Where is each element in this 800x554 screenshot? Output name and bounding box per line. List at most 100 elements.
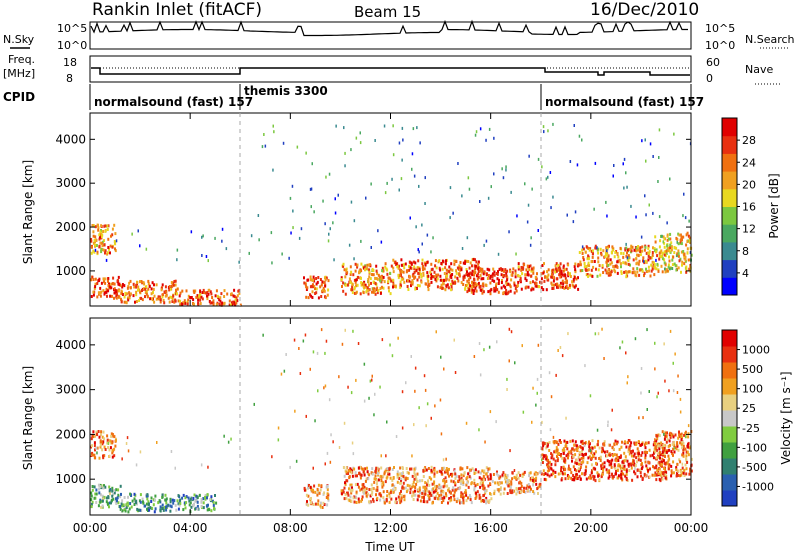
echo-cell: [314, 490, 317, 494]
echo-cell: [424, 262, 427, 266]
echo-cell: [128, 507, 131, 511]
echo-cell: [406, 477, 409, 480]
colorbar-swatch: [722, 171, 737, 190]
echo-cell: [401, 485, 404, 489]
echo-cell: [121, 283, 124, 286]
echo-cell: [344, 482, 347, 486]
echo-cell: [99, 294, 102, 298]
echo-cell: [218, 302, 221, 306]
colorbar-swatch: [722, 410, 737, 427]
echo-cell: [400, 477, 403, 481]
echo-cell: [620, 272, 623, 275]
echo-cell: [344, 481, 346, 485]
echo-cell: [676, 252, 679, 256]
echo-cell: [431, 501, 434, 505]
echo-cell: [411, 280, 414, 284]
echo-cell: [591, 439, 594, 443]
echo-cell: [620, 470, 623, 474]
echo-speckle: [541, 165, 543, 169]
echo-cell: [575, 469, 578, 473]
echo-speckle: [401, 126, 404, 130]
echo-cell: [430, 276, 433, 280]
echo-cell: [563, 467, 566, 471]
echo-cell: [683, 262, 686, 266]
echo-cell: [682, 471, 685, 475]
echo-cell: [445, 284, 448, 288]
echo-cell: [562, 465, 565, 469]
echo-cell: [620, 473, 623, 477]
echo-cell: [497, 290, 500, 294]
echo-speckle: [190, 230, 193, 234]
echo-cell: [604, 252, 607, 256]
echo-cell: [515, 487, 518, 490]
echo-cell: [90, 498, 93, 502]
echo-cell: [376, 291, 379, 295]
echo-cell: [400, 489, 402, 493]
echo-cell: [656, 254, 659, 258]
colorbar-tick-label: -25: [742, 422, 760, 435]
echo-cell: [108, 485, 111, 489]
echo-cell: [615, 470, 617, 473]
echo-cell: [146, 497, 149, 501]
echo-cell: [607, 476, 610, 480]
colorbar-tick-label: -500: [742, 461, 767, 474]
echo-cell: [414, 287, 417, 291]
echo-cell: [588, 455, 591, 459]
echo-cell: [573, 276, 576, 280]
echo-cell: [647, 265, 650, 269]
echo-speckle: [646, 328, 648, 332]
echo-cell: [155, 297, 158, 301]
echo-cell: [521, 272, 524, 276]
echo-cell: [519, 480, 522, 484]
echo-speckle: [566, 213, 568, 217]
echo-speckle: [417, 248, 419, 252]
echo-cell: [480, 277, 483, 281]
echo-cell: [509, 485, 512, 489]
echo-cell: [550, 473, 553, 477]
echo-cell: [661, 461, 664, 464]
echo-cell: [690, 457, 693, 461]
echo-cell: [102, 486, 105, 490]
echo-cell: [356, 263, 359, 267]
echo-cell: [627, 441, 629, 445]
velocity-xticks: 00:00 04:00 08:00 12:00 16:00 20:00 00:00: [73, 318, 708, 535]
echo-cell: [357, 485, 360, 489]
echo-cell: [596, 274, 599, 278]
echo-cell: [658, 467, 661, 471]
colorbar-tick-label: 8: [742, 245, 749, 258]
echo-speckle: [531, 420, 533, 424]
echo-cell: [443, 496, 446, 500]
echo-cell: [462, 283, 465, 286]
echo-cell: [688, 472, 691, 476]
echo-cell: [406, 278, 409, 282]
echo-cell: [309, 293, 311, 297]
echo-cell: [552, 472, 555, 476]
echo-speckle: [174, 466, 176, 470]
echo-cell: [456, 497, 459, 501]
echo-cell: [93, 453, 96, 457]
echo-cell: [628, 447, 631, 451]
echo-cell: [351, 283, 354, 287]
echo-cell: [351, 474, 354, 478]
echo-cell: [404, 262, 407, 266]
echo-cell: [100, 224, 103, 228]
echo-cell: [668, 259, 671, 263]
echo-cell: [124, 504, 127, 508]
echo-cell: [477, 281, 480, 285]
echo-cell: [625, 275, 628, 279]
echo-cell: [113, 296, 115, 300]
echo-cell: [209, 290, 212, 294]
echo-speckle: [105, 258, 108, 262]
echo-cell: [450, 474, 453, 478]
echo-cell: [93, 434, 96, 438]
echo-cell: [669, 232, 672, 236]
echo-cell: [114, 444, 117, 448]
echo-cell: [486, 267, 489, 271]
echo-cell: [550, 467, 553, 471]
echo-speckle: [434, 404, 436, 408]
echo-cell: [474, 484, 477, 488]
echo-cell: [422, 500, 425, 503]
echo-cell: [418, 284, 421, 288]
echo-cell: [503, 273, 506, 277]
echo-cell: [349, 273, 352, 276]
